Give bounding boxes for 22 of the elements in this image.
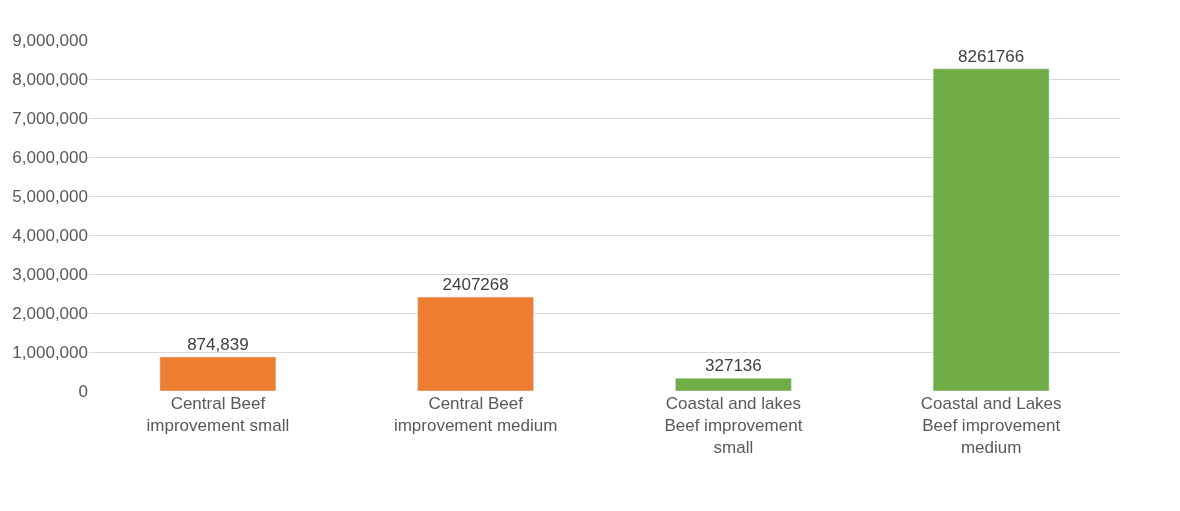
x-tick-label: Central Beef improvement small: [146, 394, 290, 436]
y-tick-label: 6,000,000: [12, 147, 88, 167]
y-tick-label: 3,000,000: [12, 264, 88, 284]
bar: [159, 356, 277, 391]
data-label: 327136: [705, 356, 762, 376]
y-tick-label: 5,000,000: [12, 186, 88, 206]
y-tick-label: 2,000,000: [12, 303, 88, 323]
data-label: 2407268: [442, 275, 509, 295]
bar: [675, 377, 792, 391]
x-tick-label: Coastal and lakes Beef improvement small: [664, 394, 803, 458]
y-tick-label: 1,000,000: [12, 342, 88, 362]
y-tick-label: 8,000,000: [12, 69, 88, 89]
bar: [932, 68, 1050, 391]
x-tick-label: Coastal and Lakes Beef improvement medium: [920, 394, 1062, 458]
y-tick-label: 4,000,000: [12, 225, 88, 245]
data-label: 8261766: [958, 46, 1025, 66]
data-label: 874,839: [187, 334, 249, 354]
bar: [417, 296, 534, 391]
x-tick-label: Central Beef improvement medium: [393, 394, 558, 436]
y-tick-label: 9,000,000: [12, 30, 88, 50]
y-tick-label: 7,000,000: [12, 108, 88, 128]
y-tick-label: 0: [78, 381, 88, 401]
